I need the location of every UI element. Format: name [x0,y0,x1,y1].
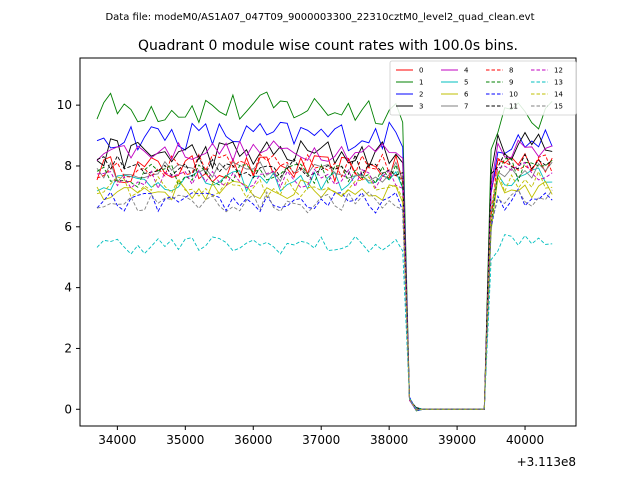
x-offset-label: +3.113e8 [517,455,576,469]
x-tick-label: 36000 [234,433,272,447]
legend-label-5: 5 [464,79,468,87]
legend-label-7: 7 [464,103,468,111]
series-line-13 [96,234,553,410]
x-tick-label: 37000 [302,433,340,447]
x-axis: 34000 35000 36000 37000 38000 39000 40000 [98,426,544,447]
plot-frame [79,57,577,427]
series-line-12 [96,161,553,410]
legend-label-15: 15 [554,103,563,111]
y-tick-label: 4 [64,281,72,295]
series-line-5 [96,167,553,412]
legend-label-11: 11 [509,103,518,111]
legend-label-2: 2 [419,91,423,99]
legend-label-14: 14 [554,91,563,99]
x-tick-label: 39000 [438,433,476,447]
chart-suptitle: Data file: modeM0/AS1A07_047T09_90000033… [105,12,534,23]
x-tick-label: 40000 [506,433,544,447]
legend-label-10: 10 [509,91,518,99]
series-line-4 [96,139,553,411]
series-line-9 [96,158,553,410]
y-tick-label: 6 [64,220,72,234]
y-tick-label: 2 [64,341,72,355]
x-tick-label: 35000 [166,433,204,447]
legend-label-6: 6 [464,91,469,99]
x-tick-label: 38000 [370,433,408,447]
legend-label-13: 13 [554,79,563,87]
y-axis: 0 2 4 6 8 10 [57,98,80,416]
series-lines [96,91,553,412]
x-tick-label: 34000 [98,433,136,447]
legend-label-3: 3 [419,103,423,111]
legend-label-8: 8 [509,67,513,75]
y-tick-label: 8 [64,159,72,173]
series-line-15 [96,189,553,411]
legend-label-9: 9 [509,79,513,87]
series-line-14 [96,169,553,411]
legend-label-4: 4 [464,67,469,75]
chart-title: Quadrant 0 module wise count rates with … [138,38,518,54]
y-tick-label: 10 [57,98,72,112]
legend-label-12: 12 [554,67,563,75]
legend-label-0: 0 [419,67,423,75]
series-line-10 [96,188,553,412]
legend-label-1: 1 [419,79,423,87]
y-tick-label: 0 [64,402,72,416]
legend-box [389,60,577,116]
series-line-6 [96,175,553,410]
series-line-11 [96,152,553,410]
